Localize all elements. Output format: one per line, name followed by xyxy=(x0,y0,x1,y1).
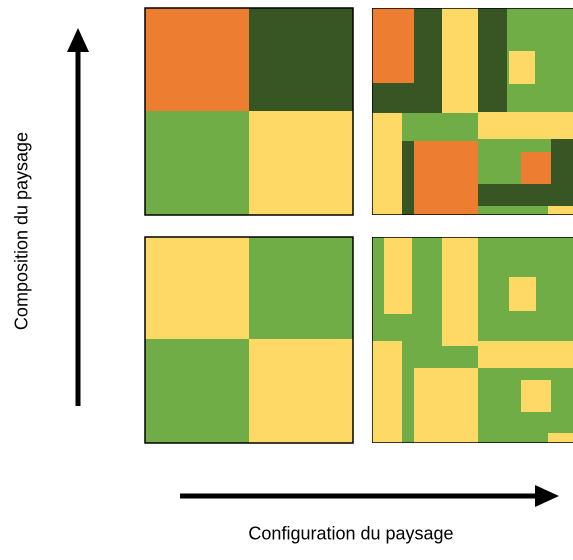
landscape-bottom-left xyxy=(144,236,354,444)
landscape-bottom-right xyxy=(372,237,573,443)
composition-axis-label: Composition du paysage xyxy=(11,131,32,331)
landscape-top-left xyxy=(144,7,354,216)
landscape-top-right xyxy=(372,8,573,215)
composition-axis-arrow xyxy=(67,28,89,406)
configuration-axis-arrow xyxy=(180,485,559,507)
configuration-axis-label: Configuration du paysage xyxy=(248,523,454,544)
